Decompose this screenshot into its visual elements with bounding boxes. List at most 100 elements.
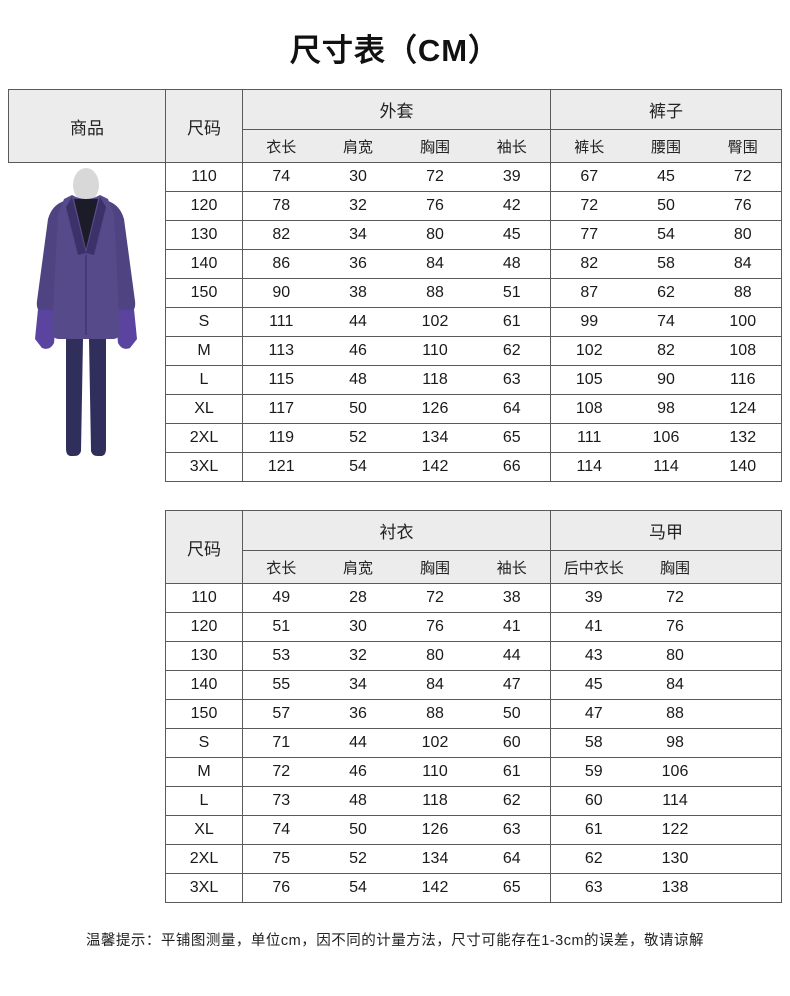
value-cell: 36 bbox=[349, 705, 367, 722]
value-cell: 108 bbox=[729, 342, 757, 359]
value-cell: 32 bbox=[349, 647, 367, 664]
value-cell: 117 bbox=[268, 400, 294, 417]
col-header: 胸围 bbox=[396, 129, 474, 163]
value-cell: 46 bbox=[349, 342, 367, 359]
table-row: S 111 44 102 61 99 74 100 bbox=[165, 307, 782, 337]
value-cell: 50 bbox=[349, 400, 367, 417]
value-cell: 38 bbox=[349, 284, 367, 301]
value-cell: 45 bbox=[657, 168, 675, 185]
value-cell: 142 bbox=[421, 458, 449, 475]
value-cell: 47 bbox=[502, 676, 521, 693]
value-cell: 84 bbox=[426, 255, 444, 272]
value-cell: 119 bbox=[268, 429, 294, 446]
table-row: 140 86 36 84 48 82 58 84 bbox=[165, 249, 782, 279]
value-cell: 36 bbox=[349, 255, 367, 272]
value-cell: 102 bbox=[421, 313, 449, 330]
value-cell: 60 bbox=[502, 734, 521, 751]
value-cell: 80 bbox=[733, 226, 752, 243]
col-header: 衣长 bbox=[242, 129, 320, 163]
value-cell: 111 bbox=[550, 423, 628, 453]
table-row: 110 74 30 72 39 67 45 72 bbox=[165, 162, 782, 192]
size-cell: XL bbox=[165, 815, 243, 845]
size-cell: 120 bbox=[165, 191, 243, 221]
value-cell: 62 bbox=[657, 284, 675, 301]
value-cell: 41 bbox=[550, 612, 637, 642]
value-cell: 108 bbox=[550, 394, 628, 424]
table-row: 2XL 119 52 134 65 111 106 132 bbox=[165, 423, 782, 453]
value-cell: 64 bbox=[502, 850, 521, 867]
value-cell: 58 bbox=[550, 728, 637, 758]
table-row: M 113 46 110 62 102 82 108 bbox=[165, 336, 782, 366]
value-cell: 67 bbox=[550, 162, 628, 192]
size-cell: XL bbox=[165, 394, 243, 424]
value-cell: 66 bbox=[502, 458, 521, 475]
value-cell: 88 bbox=[733, 284, 752, 301]
value-cell: 100 bbox=[729, 313, 757, 330]
value-cell: 72 bbox=[272, 763, 291, 780]
value-cell: 110 bbox=[422, 342, 448, 359]
value-cell: 61 bbox=[502, 313, 521, 330]
value-cell: 50 bbox=[502, 705, 521, 722]
value-cell: 64 bbox=[502, 400, 521, 417]
product-column: 商品 bbox=[8, 89, 165, 481]
group-header-row: 尺码 外套 裤子 bbox=[165, 89, 782, 163]
value-cell: 41 bbox=[502, 618, 521, 635]
size-cell: 140 bbox=[165, 249, 243, 279]
value-cell: 84 bbox=[426, 676, 444, 693]
size-cell: 110 bbox=[165, 162, 243, 192]
empty-cell bbox=[714, 729, 782, 758]
value-cell: 124 bbox=[729, 400, 757, 417]
value-cell: 90 bbox=[657, 371, 675, 388]
value-cell: 54 bbox=[349, 458, 367, 475]
size-table-shirt-vest: 尺码 衬衣 马甲 衣长 肩宽 胸围 袖长 后中衣长 胸围 110 49 28 72 38… bbox=[165, 510, 783, 903]
value-cell: 34 bbox=[349, 226, 367, 243]
value-cell: 84 bbox=[733, 255, 752, 272]
empty-cell bbox=[714, 700, 782, 729]
col-header: 腰围 bbox=[627, 129, 705, 163]
size-cell: S bbox=[165, 728, 243, 758]
empty-cell bbox=[714, 642, 782, 671]
value-cell: 73 bbox=[272, 792, 291, 809]
value-cell: 132 bbox=[729, 429, 757, 446]
table-row: XL 117 50 126 64 108 98 124 bbox=[165, 394, 782, 424]
value-cell: 98 bbox=[657, 400, 675, 417]
size-cell: 2XL bbox=[165, 844, 243, 874]
value-cell: 53 bbox=[272, 647, 291, 664]
empty-cell bbox=[714, 874, 782, 903]
col-header: 袖长 bbox=[473, 550, 551, 584]
table-row: M 72 46 110 61 59 106 bbox=[165, 757, 782, 787]
value-cell: 88 bbox=[426, 284, 444, 301]
size-cell: 2XL bbox=[165, 423, 243, 453]
table-row: 3XL 121 54 142 66 114 114 140 bbox=[165, 452, 782, 482]
value-cell: 30 bbox=[349, 168, 367, 185]
table-row: 2XL 75 52 134 64 62 130 bbox=[165, 844, 782, 874]
value-cell: 30 bbox=[349, 618, 367, 635]
table-row: 140 55 34 84 47 45 84 bbox=[165, 670, 782, 700]
value-cell: 45 bbox=[502, 226, 521, 243]
value-cell: 60 bbox=[550, 786, 637, 816]
value-cell: 84 bbox=[666, 676, 684, 693]
size-cell: M bbox=[165, 757, 243, 787]
value-cell: 71 bbox=[272, 734, 291, 751]
value-cell: 111 bbox=[269, 313, 294, 330]
value-cell: 88 bbox=[666, 705, 684, 722]
value-cell: 88 bbox=[426, 705, 444, 722]
value-cell: 76 bbox=[426, 618, 444, 635]
value-cell: 65 bbox=[502, 429, 521, 446]
value-cell: 118 bbox=[422, 792, 448, 809]
value-cell: 42 bbox=[502, 197, 521, 214]
value-cell: 90 bbox=[272, 284, 291, 301]
value-cell: 130 bbox=[661, 850, 689, 867]
group-header-coat: 外套 bbox=[242, 89, 551, 130]
size-cell: 150 bbox=[165, 278, 243, 308]
table-row: 120 78 32 76 42 72 50 76 bbox=[165, 191, 782, 221]
group-header-row: 尺码 衬衣 马甲 bbox=[165, 510, 782, 584]
value-cell: 45 bbox=[550, 670, 637, 700]
value-cell: 44 bbox=[349, 313, 367, 330]
value-cell: 121 bbox=[267, 458, 295, 475]
product-column-header: 商品 bbox=[8, 89, 165, 163]
value-cell: 114 bbox=[653, 458, 679, 475]
col-header: 衣长 bbox=[242, 550, 320, 584]
size-cell: L bbox=[165, 365, 243, 395]
sub-header-row: 衣长 肩宽 胸围 袖长 裤长 腰围 臀围 bbox=[165, 129, 782, 163]
